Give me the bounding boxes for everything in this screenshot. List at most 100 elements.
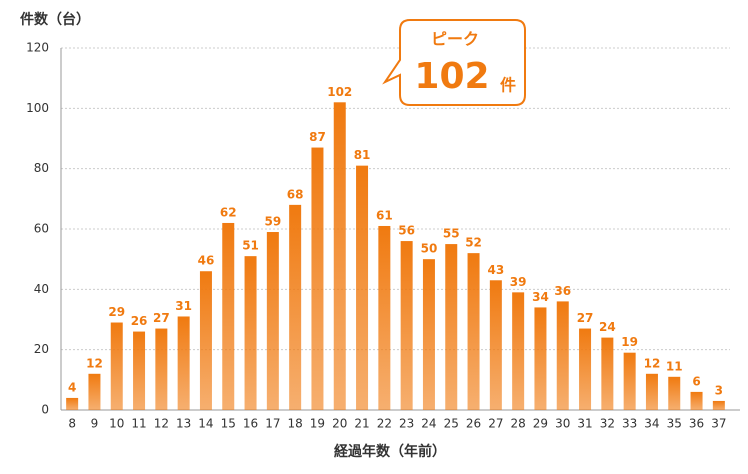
x-tick-label: 15	[221, 417, 236, 431]
value-label: 27	[153, 311, 170, 325]
x-tick-label: 27	[488, 417, 503, 431]
value-label: 87	[309, 130, 326, 144]
bar	[110, 322, 123, 410]
x-tick-label: 20	[332, 417, 347, 431]
x-tick-label: 32	[600, 417, 615, 431]
y-tick-label: 60	[34, 222, 49, 236]
value-label: 55	[443, 227, 460, 241]
value-label: 19	[621, 335, 638, 349]
bar	[623, 352, 636, 410]
bar	[177, 316, 190, 410]
x-tick-label: 19	[310, 417, 325, 431]
value-label: 39	[510, 275, 527, 289]
x-tick-label: 26	[466, 417, 481, 431]
value-label: 81	[354, 148, 371, 162]
bar	[222, 222, 235, 410]
bar	[467, 253, 480, 410]
bar	[378, 225, 391, 410]
x-tick-label: 35	[667, 417, 682, 431]
value-label: 31	[175, 299, 192, 313]
bar	[668, 376, 681, 410]
value-label: 46	[198, 254, 215, 268]
value-label: 68	[287, 187, 304, 201]
x-axis-title: 経過年数（年前）	[334, 443, 446, 460]
x-tick-label: 21	[354, 417, 369, 431]
x-tick-label: 28	[511, 417, 526, 431]
value-label: 51	[242, 239, 259, 253]
x-tick-label: 24	[421, 417, 436, 431]
x-tick-label: 30	[555, 417, 570, 431]
y-tick-label: 80	[34, 161, 49, 175]
bar	[333, 102, 346, 411]
bar	[266, 232, 279, 410]
x-tick-label: 34	[644, 417, 659, 431]
value-label: 50	[421, 242, 438, 256]
callout-unit: 件	[500, 76, 516, 95]
value-label: 27	[577, 311, 594, 325]
x-tick-label: 31	[577, 417, 592, 431]
bar	[601, 337, 614, 410]
y-tick-label: 40	[34, 282, 49, 296]
value-label: 62	[220, 205, 237, 219]
x-tick-label: 12	[154, 417, 169, 431]
bar	[88, 373, 101, 410]
bar	[155, 328, 168, 410]
bar	[445, 244, 458, 410]
x-tick-label: 33	[622, 417, 637, 431]
x-tick-label: 37	[711, 417, 726, 431]
callout-box	[382, 19, 526, 106]
bar	[133, 331, 146, 410]
value-label: 11	[666, 359, 683, 373]
value-label: 102	[327, 85, 352, 99]
value-label: 3	[715, 383, 723, 397]
x-tick-label: 22	[377, 417, 392, 431]
bar	[356, 165, 369, 410]
bar	[244, 256, 257, 410]
y-tick-label: 100	[26, 101, 49, 115]
value-label: 29	[108, 305, 125, 319]
bar	[712, 400, 725, 410]
y-tick-label: 120	[26, 41, 49, 55]
value-label: 43	[487, 263, 504, 277]
x-tick-label: 25	[444, 417, 459, 431]
bar	[645, 373, 658, 410]
x-tick-label: 9	[91, 417, 99, 431]
peak-callout: ピーク 102 件	[382, 19, 526, 106]
bar	[66, 397, 79, 410]
value-label: 52	[465, 236, 482, 250]
value-label: 61	[376, 208, 393, 222]
x-tick-label: 10	[109, 417, 124, 431]
bar	[422, 259, 435, 410]
bar	[400, 241, 413, 410]
bar	[690, 391, 703, 410]
callout-label: ピーク	[431, 30, 479, 49]
bar	[311, 147, 324, 411]
x-tick-label: 8	[68, 417, 76, 431]
bar	[289, 204, 302, 410]
y-axis-title: 件数（台）	[20, 11, 90, 28]
value-label: 56	[398, 224, 415, 238]
bar	[199, 271, 212, 410]
bar	[579, 328, 592, 410]
bar	[489, 280, 502, 410]
x-tick-label: 13	[176, 417, 191, 431]
value-label: 59	[264, 215, 281, 229]
x-tick-label: 36	[689, 417, 704, 431]
x-tick-label: 23	[399, 417, 414, 431]
value-label: 24	[599, 320, 616, 334]
x-tick-label: 18	[288, 417, 303, 431]
x-tick-label: 29	[533, 417, 548, 431]
y-tick-label: 20	[34, 342, 49, 356]
x-tick-label: 17	[265, 417, 280, 431]
value-label: 12	[644, 356, 661, 370]
value-label: 34	[532, 290, 549, 304]
y-tick-label: 0	[41, 403, 49, 417]
bar	[556, 301, 569, 410]
callout-value: 102	[414, 56, 489, 97]
bar	[512, 292, 525, 410]
bar	[534, 307, 547, 410]
x-tick-label: 16	[243, 417, 258, 431]
value-label: 6	[692, 374, 700, 388]
